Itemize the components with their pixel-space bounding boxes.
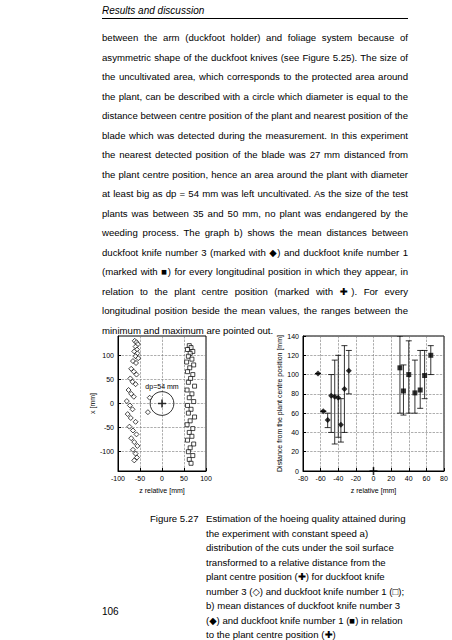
svg-text:100: 100 bbox=[102, 352, 114, 359]
svg-text:50: 50 bbox=[106, 376, 114, 383]
svg-text:-50: -50 bbox=[135, 475, 145, 482]
svg-text:60: 60 bbox=[422, 475, 430, 482]
svg-text:50: 50 bbox=[180, 475, 188, 482]
svg-text:-100: -100 bbox=[111, 475, 125, 482]
svg-text:20: 20 bbox=[387, 475, 395, 482]
svg-text:60: 60 bbox=[291, 410, 299, 417]
svg-text:100: 100 bbox=[200, 475, 212, 482]
svg-text:20: 20 bbox=[291, 448, 299, 455]
svg-text:Distance from the plant centre: Distance from the plant centre position … bbox=[276, 335, 284, 472]
svg-text:-40: -40 bbox=[333, 475, 343, 482]
svg-text:-20: -20 bbox=[351, 475, 361, 482]
svg-text:dp=54 mm: dp=54 mm bbox=[145, 383, 178, 391]
svg-text:0: 0 bbox=[160, 475, 164, 482]
svg-text:-60: -60 bbox=[316, 475, 326, 482]
svg-text:-80: -80 bbox=[298, 475, 308, 482]
svg-text:80: 80 bbox=[440, 475, 448, 482]
svg-text:140: 140 bbox=[287, 333, 299, 340]
svg-text:-50: -50 bbox=[104, 424, 114, 431]
svg-text:x [mm]: x [mm] bbox=[89, 393, 97, 414]
svg-text:120: 120 bbox=[287, 352, 299, 359]
svg-text:100: 100 bbox=[287, 371, 299, 378]
svg-text:80: 80 bbox=[291, 390, 299, 397]
svg-text:0: 0 bbox=[372, 475, 376, 482]
svg-text:40: 40 bbox=[291, 429, 299, 436]
svg-text:-100: -100 bbox=[100, 448, 114, 455]
svg-text:0: 0 bbox=[295, 468, 299, 475]
svg-text:0: 0 bbox=[110, 400, 114, 407]
svg-text:z relative [mm]: z relative [mm] bbox=[351, 487, 397, 495]
svg-text:z relative [mm]: z relative [mm] bbox=[139, 487, 185, 495]
svg-text:40: 40 bbox=[405, 475, 413, 482]
